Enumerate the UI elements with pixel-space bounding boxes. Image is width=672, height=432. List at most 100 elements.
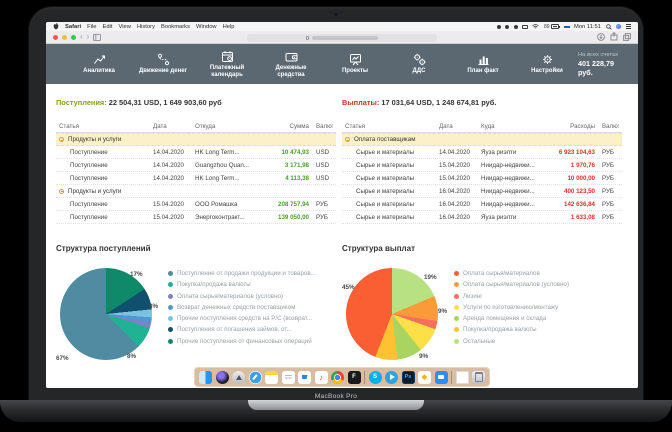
group-row[interactable]: Продукты и услуги [56,133,336,146]
table-row[interactable]: Поступление 14.04.2020 Guangzhou Quan... 3 … [56,159,336,172]
chrome-dock-icon[interactable] [331,370,344,384]
battery-icon[interactable]: 89 [544,24,561,30]
back-button[interactable]: ‹ [80,31,83,41]
menu-item-safari[interactable]: Safari [65,23,82,30]
column-header[interactable]: Дата [439,122,453,130]
group-row[interactable]: Продукты и услуги [56,185,336,198]
keynote-dock-icon[interactable] [298,370,311,384]
clock[interactable]: Mon 11:51 [574,23,601,30]
macos-menu-bar: Safari File Edit View History Bookmarks Window… [46,22,638,31]
music-dock-icon[interactable] [314,370,328,384]
table-row[interactable]: Сырье и материалы 16.04.2020 Ниидар-недвиж… [342,198,622,211]
zoom-window-button[interactable] [71,34,76,40]
files-dock-icon[interactable] [455,370,469,384]
expense-table: Статья Дата Куда Расходы Валюта Оплата постав… [342,120,622,224]
nav-item-label: План факт [467,68,499,75]
amount-cell: 10 000,00 [567,174,595,182]
cash-icon [285,50,298,63]
table-row[interactable]: Сырье и материалы 14.04.2020 Яуза риэлти 6 … [342,146,622,159]
column-header[interactable]: Сумма [289,122,309,130]
menu-item-view[interactable]: View [118,23,131,30]
table-row[interactable]: Поступление 15.04.2020 ООО Ромашка 208 757,… [56,198,336,211]
menu-item-bookmarks[interactable]: Bookmarks [160,23,190,30]
table-row[interactable]: Поступление 15.04.2020 Энергоконтракт... 13… [56,211,336,224]
close-window-button[interactable] [53,34,58,40]
collapse-icon[interactable] [59,188,64,194]
downloads-icon[interactable] [597,28,605,46]
column-header[interactable]: Куда [481,122,495,130]
telegram-dock-icon[interactable] [385,370,398,384]
menu-item-help[interactable]: Help [222,23,235,30]
account-balance[interactable]: На всех счетах 401 228,79 руб. [578,52,626,77]
column-header[interactable]: Статья [345,122,365,130]
nav-item-payment-calendar[interactable]: Платежный календарь [196,50,258,78]
keyboard-flag-icon[interactable] [563,24,570,29]
table-row[interactable]: Поступление 14.04.2020 HK Long Term... 4 11… [56,172,336,185]
notes-dock-icon[interactable] [265,370,278,384]
trash-dock-icon[interactable] [472,370,485,384]
finder-dock-icon[interactable] [199,370,212,384]
screen-mirroring-icon[interactable] [496,24,501,29]
table-row[interactable]: Сырье и материалы 16.04.2020 Яуза риэлти 1 … [342,211,622,224]
nav-item-settings[interactable]: Настройки [516,50,578,78]
menu-item-window[interactable]: Window [195,23,217,30]
notification-center-icon[interactable] [625,24,631,29]
column-header[interactable]: Дата [153,122,167,130]
expense-pie[interactable] [346,268,438,360]
shortcuts-icon[interactable] [505,24,510,29]
nav-item-analytics[interactable]: Аналитика [68,50,130,78]
column-header[interactable]: Статья [59,122,79,130]
collapse-icon[interactable] [59,137,64,142]
spotlight-icon[interactable] [605,23,612,30]
forward-button[interactable]: › [86,31,90,41]
tabs-icon[interactable] [623,28,631,46]
figma-dock-icon[interactable] [347,370,361,384]
expense-summary: Выплаты: 17 031,64 USD, 1 248 674,81 руб… [342,98,496,107]
textedit-dock-icon[interactable] [281,370,295,384]
screen: Safari File Edit View History Bookmarks Window… [46,22,638,388]
column-header[interactable]: Откуда [195,122,216,130]
income-structure-chart: Структура поступлений Поступление от про… [56,244,336,370]
nav-item-cash[interactable]: Денежные средства [260,50,322,78]
share-icon[interactable] [610,28,618,46]
column-header[interactable]: Валюта [316,122,333,130]
party-cell: Guangzhou Quan... [195,161,250,169]
collapse-icon[interactable] [345,137,350,142]
legend-item: Остальные [454,338,569,345]
apple-logo-icon[interactable] [53,23,59,30]
minimize-window-button[interactable] [62,34,67,40]
table-row[interactable]: Сырье и материалы 15.04.2020 Ниидар-недвиж… [342,172,622,185]
wifi-icon[interactable] [532,24,540,29]
photoshop-dock-icon[interactable] [401,370,415,384]
nav-item-dds[interactable]: ДДС [388,50,450,78]
safari-dock-icon[interactable] [248,370,262,384]
pie-percent-label: 9% [419,353,429,360]
vpn-icon[interactable] [513,24,518,29]
menu-item-history[interactable]: History [136,23,155,30]
sketch-dock-icon[interactable] [418,370,431,384]
nav-item-label: Платежный календарь [209,64,245,78]
menu-item-edit[interactable]: Edit [102,23,113,30]
amount-cell: 208 757,94 [278,200,309,208]
nav-item-plan-fact[interactable]: План факт [452,50,514,78]
airplay-display-icon[interactable] [522,24,528,29]
column-header[interactable]: Валюта [602,122,619,130]
zoom-dock-icon[interactable] [434,370,448,384]
sidebar-icon[interactable] [93,28,102,46]
table-row[interactable]: Поступление 14.04.2020 HK Long Term... 10 4… [56,146,336,159]
legend-label: Покупка/продажа валюты [177,281,251,289]
nav-item-money-flow[interactable]: Движение денег [132,50,194,78]
menu-item-file[interactable]: File [87,23,97,30]
table-row[interactable]: Сырье и материалы 15.04.2020 Ниидар-недвиж… [342,159,622,172]
laptop-lid-notch [248,400,424,410]
table-row[interactable]: Сырье и материалы 16.04.2020 Ниидар-недвиж… [342,185,622,198]
siri-icon[interactable] [616,24,621,29]
address-bar[interactable] [247,33,437,42]
group-row[interactable]: Оплата поставщикам [342,133,622,146]
siri-dock-icon[interactable] [215,370,229,384]
income-pie[interactable] [60,268,152,360]
skype-dock-icon[interactable] [368,370,382,384]
column-header[interactable]: Расходы [570,122,595,130]
nav-item-projects[interactable]: Проекты [324,50,386,78]
launchpad-dock-icon[interactable] [232,370,245,384]
